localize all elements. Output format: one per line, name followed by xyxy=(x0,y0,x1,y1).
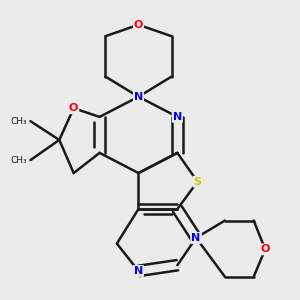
Text: N: N xyxy=(173,112,182,122)
Text: N: N xyxy=(191,233,201,243)
Text: CH₃: CH₃ xyxy=(11,156,28,165)
Text: S: S xyxy=(194,177,202,187)
Text: N: N xyxy=(134,92,143,102)
Text: O: O xyxy=(134,20,143,30)
Text: O: O xyxy=(69,103,78,113)
Text: N: N xyxy=(191,233,201,243)
Text: CH₃: CH₃ xyxy=(11,117,28,126)
Text: N: N xyxy=(134,266,143,276)
Text: O: O xyxy=(260,244,270,254)
